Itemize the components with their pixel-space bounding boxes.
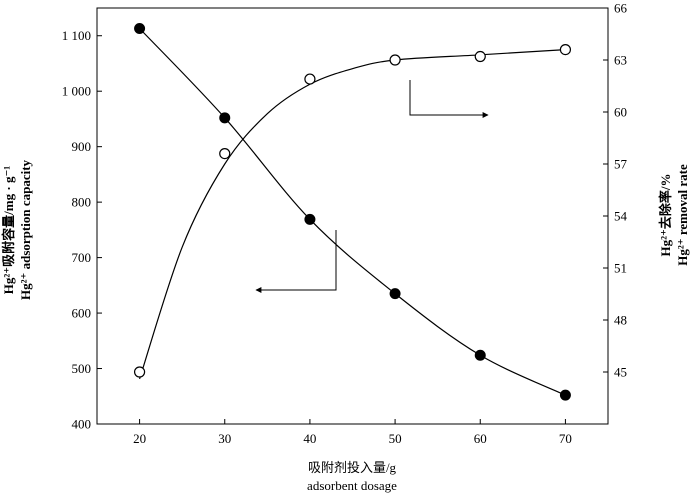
y-left-axis-title-en: Hg²⁺ adsorption capacity bbox=[18, 159, 33, 300]
x-tick-label: 70 bbox=[559, 431, 572, 446]
y-axis-left: 400 500 600 700 800 900 1 000 1 100 bbox=[62, 28, 102, 432]
y-right-tick-label: 63 bbox=[614, 53, 627, 68]
x-axis-title-en: adsorbent dosage bbox=[307, 478, 397, 493]
y-right-tick-label: 66 bbox=[614, 1, 628, 16]
y-right-axis-title: Hg²⁺去除率/% bbox=[658, 174, 673, 257]
x-tick-label: 20 bbox=[133, 431, 146, 446]
removal-point bbox=[219, 148, 231, 160]
removal-point bbox=[559, 43, 572, 56]
adsorption-point bbox=[219, 112, 231, 124]
y-left-tick-label: 1 100 bbox=[62, 28, 91, 43]
y-right-axis-title-en: Hg²⁺ removal rate bbox=[675, 164, 690, 266]
series-adsorption-points bbox=[134, 23, 571, 401]
adsorption-point bbox=[389, 288, 401, 300]
series-removal-points bbox=[133, 43, 572, 378]
series-removal-curve bbox=[139, 49, 566, 380]
x-tick-label: 40 bbox=[303, 431, 316, 446]
removal-point bbox=[304, 73, 316, 85]
plot-frame bbox=[96, 7, 609, 425]
y-left-tick-label: 700 bbox=[72, 250, 92, 265]
removal-point bbox=[389, 54, 401, 66]
adsorption-point bbox=[304, 213, 316, 225]
y-left-tick-label: 1 000 bbox=[62, 84, 91, 99]
x-axis-title: 吸附剂投入量/g bbox=[308, 460, 397, 475]
y-right-tick-label: 45 bbox=[614, 365, 627, 380]
y-right-tick-label: 51 bbox=[614, 261, 627, 276]
arrow-to-left-axis bbox=[255, 230, 337, 293]
y-right-tick-label: 48 bbox=[614, 313, 627, 328]
adsorption-point bbox=[474, 349, 486, 361]
y-left-tick-label: 400 bbox=[72, 417, 92, 432]
y-right-tick-label: 57 bbox=[614, 157, 628, 172]
x-axis: 20 30 40 50 60 70 bbox=[133, 419, 572, 446]
removal-point bbox=[474, 50, 486, 63]
y-left-tick-label: 600 bbox=[72, 306, 92, 321]
y-right-tick-label: 54 bbox=[614, 209, 628, 224]
x-tick-label: 50 bbox=[389, 431, 402, 446]
x-tick-label: 30 bbox=[218, 431, 231, 446]
y-axis-right: 45 48 51 54 57 60 63 66 bbox=[603, 1, 628, 380]
adsorption-point bbox=[134, 23, 146, 35]
y-left-tick-label: 900 bbox=[72, 139, 92, 154]
x-tick-label: 60 bbox=[474, 431, 487, 446]
y-left-tick-label: 500 bbox=[72, 361, 92, 376]
removal-point bbox=[133, 366, 146, 378]
arrow-to-right-axis bbox=[409, 80, 489, 118]
y-left-tick-label: 800 bbox=[72, 195, 92, 210]
series-adsorption-curve bbox=[139, 28, 566, 396]
y-left-axis-title: Hg²⁺吸附容量/mg · g⁻¹ bbox=[1, 166, 16, 295]
y-right-tick-label: 60 bbox=[614, 105, 627, 120]
adsorption-point bbox=[559, 389, 571, 401]
